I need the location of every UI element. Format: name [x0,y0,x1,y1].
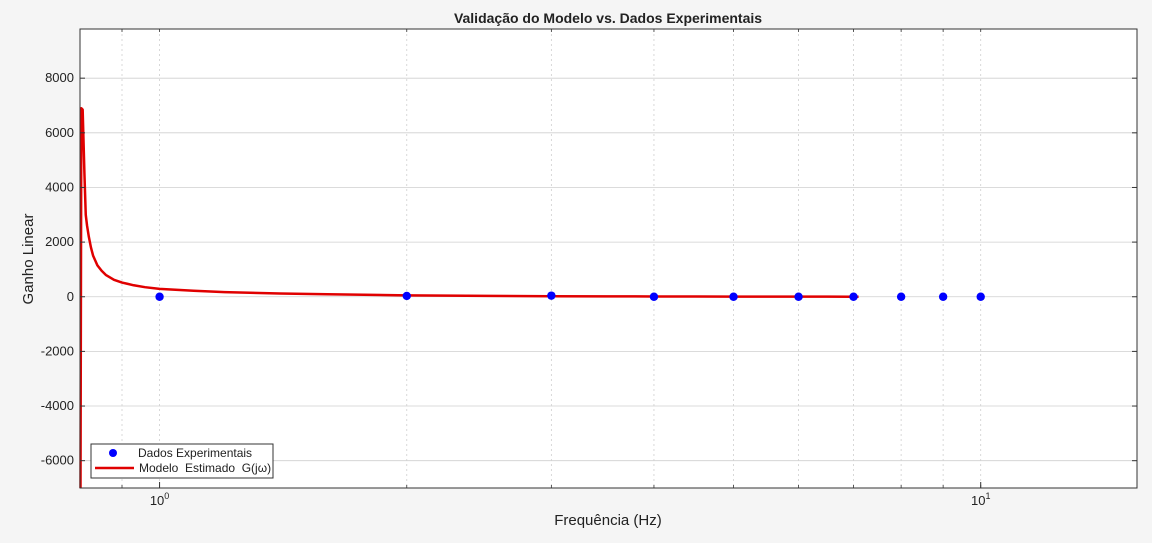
x-tick-label: 101 [971,491,990,508]
data-point [896,292,906,301]
y-axis-label: Ganho Linear [20,214,37,305]
plot-area [80,29,1137,488]
grid [80,29,1137,488]
y-tick-label: 6000 [45,125,74,140]
y-tick-label: 8000 [45,70,74,85]
data-point [976,292,985,301]
y-tick-label: -2000 [41,343,74,358]
x-axis-label: Frequência (Hz) [554,512,662,529]
y-tick-label: 0 [67,289,74,304]
ticks: 100 101 -6000 -4000 -2000 0 2000 4000 6000 8000 [41,29,1137,508]
y-tick-label: 4000 [45,179,74,194]
plot-frame [79,28,1138,489]
y-tick-label: 2000 [45,234,74,249]
legend-label-experimental: Dados Experimentais [138,446,252,460]
model-curve [79,106,859,489]
data-point [729,292,738,301]
data-point [155,292,164,301]
data-point [938,292,948,301]
data-point [849,292,858,301]
series-layer [79,106,985,489]
legend: Dados Experimentais Modelo Estimado G(jω… [90,443,274,479]
chart-title: Validação do Modelo vs. Dados Experiment… [454,10,762,26]
data-point [794,292,803,301]
legend-box [90,443,274,479]
legend-label-model: Modelo Estimado G(jω) [139,461,271,475]
data-point [547,291,556,300]
x-tick-label: 100 [150,491,169,508]
y-tick-label: -4000 [41,398,74,413]
legend-marker-scatter [109,449,117,457]
y-tick-label: -6000 [41,453,74,468]
data-point [649,292,659,301]
data-point [402,291,411,301]
